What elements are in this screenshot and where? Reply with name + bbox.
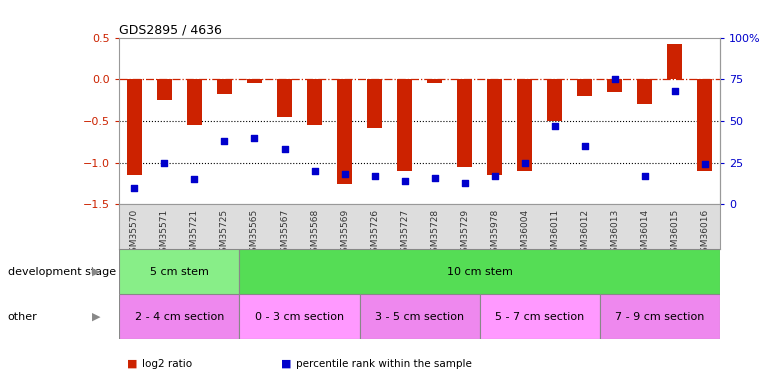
Bar	[600, 294, 720, 339]
Point	[608, 76, 621, 82]
Point	[279, 146, 291, 152]
Point	[428, 175, 440, 181]
Text: GSM35721: GSM35721	[190, 209, 199, 258]
Bar	[337, 79, 352, 183]
Text: GSM35568: GSM35568	[310, 209, 319, 258]
Bar	[277, 79, 292, 117]
Bar	[698, 79, 712, 171]
Text: GSM35978: GSM35978	[490, 209, 499, 258]
Text: GSM36015: GSM36015	[671, 209, 679, 258]
Text: GSM35571: GSM35571	[160, 209, 169, 258]
Text: percentile rank within the sample: percentile rank within the sample	[296, 359, 472, 369]
Text: GSM35728: GSM35728	[430, 209, 439, 258]
Text: GSM35565: GSM35565	[250, 209, 259, 258]
Text: log2 ratio: log2 ratio	[142, 359, 192, 369]
Text: ▶: ▶	[92, 267, 101, 277]
Text: 3 - 5 cm section: 3 - 5 cm section	[375, 312, 464, 322]
Bar	[397, 79, 412, 171]
Bar	[187, 79, 202, 125]
Bar	[578, 79, 592, 96]
Point	[639, 173, 651, 179]
Bar	[239, 294, 360, 339]
Bar	[427, 79, 442, 83]
Text: GDS2895 / 4636: GDS2895 / 4636	[119, 23, 223, 36]
Bar	[247, 79, 262, 83]
Text: GSM35726: GSM35726	[370, 209, 379, 258]
Point	[159, 160, 171, 166]
Point	[399, 178, 411, 184]
Text: GSM35567: GSM35567	[280, 209, 289, 258]
Bar	[517, 79, 532, 171]
Bar	[119, 294, 239, 339]
Point	[219, 138, 231, 144]
Text: ■: ■	[127, 359, 138, 369]
Point	[459, 180, 471, 186]
Text: GSM36004: GSM36004	[521, 209, 529, 258]
Text: 5 - 7 cm section: 5 - 7 cm section	[495, 312, 584, 322]
Text: 2 - 4 cm section: 2 - 4 cm section	[135, 312, 224, 322]
Text: GSM36014: GSM36014	[641, 209, 649, 258]
Bar	[367, 79, 382, 128]
Text: ▶: ▶	[92, 312, 101, 322]
Point	[248, 135, 260, 141]
Text: 7 - 9 cm section: 7 - 9 cm section	[615, 312, 705, 322]
Text: 0 - 3 cm section: 0 - 3 cm section	[255, 312, 344, 322]
Bar	[457, 79, 472, 167]
Text: ■: ■	[281, 359, 292, 369]
Text: GSM36012: GSM36012	[581, 209, 589, 258]
Bar	[307, 79, 322, 125]
Bar	[638, 79, 652, 104]
Text: 10 cm stem: 10 cm stem	[447, 267, 513, 277]
Text: development stage: development stage	[8, 267, 115, 277]
Text: GSM35727: GSM35727	[400, 209, 409, 258]
Point	[369, 173, 381, 179]
Text: GSM35569: GSM35569	[340, 209, 349, 258]
Point	[549, 123, 561, 129]
Text: GSM36016: GSM36016	[701, 209, 709, 258]
Bar	[127, 79, 142, 175]
Point	[339, 171, 351, 177]
Point	[128, 185, 141, 191]
Bar	[217, 79, 232, 94]
Point	[519, 160, 531, 166]
Point	[699, 161, 711, 167]
Point	[489, 173, 501, 179]
Point	[668, 88, 681, 94]
Bar	[608, 79, 622, 92]
Point	[579, 143, 591, 149]
Text: 5 cm stem: 5 cm stem	[150, 267, 209, 277]
Bar	[119, 249, 239, 294]
Bar	[668, 44, 682, 79]
Text: GSM36011: GSM36011	[551, 209, 559, 258]
Text: GSM35729: GSM35729	[460, 209, 469, 258]
Point	[188, 176, 200, 182]
Bar	[487, 79, 502, 175]
Bar	[547, 79, 562, 121]
Text: GSM36013: GSM36013	[611, 209, 619, 258]
Bar	[157, 79, 172, 100]
Bar	[239, 249, 720, 294]
Text: GSM35570: GSM35570	[130, 209, 139, 258]
Point	[308, 168, 321, 174]
Bar	[480, 294, 600, 339]
Text: GSM35725: GSM35725	[220, 209, 229, 258]
Text: other: other	[8, 312, 38, 322]
Bar	[360, 294, 480, 339]
